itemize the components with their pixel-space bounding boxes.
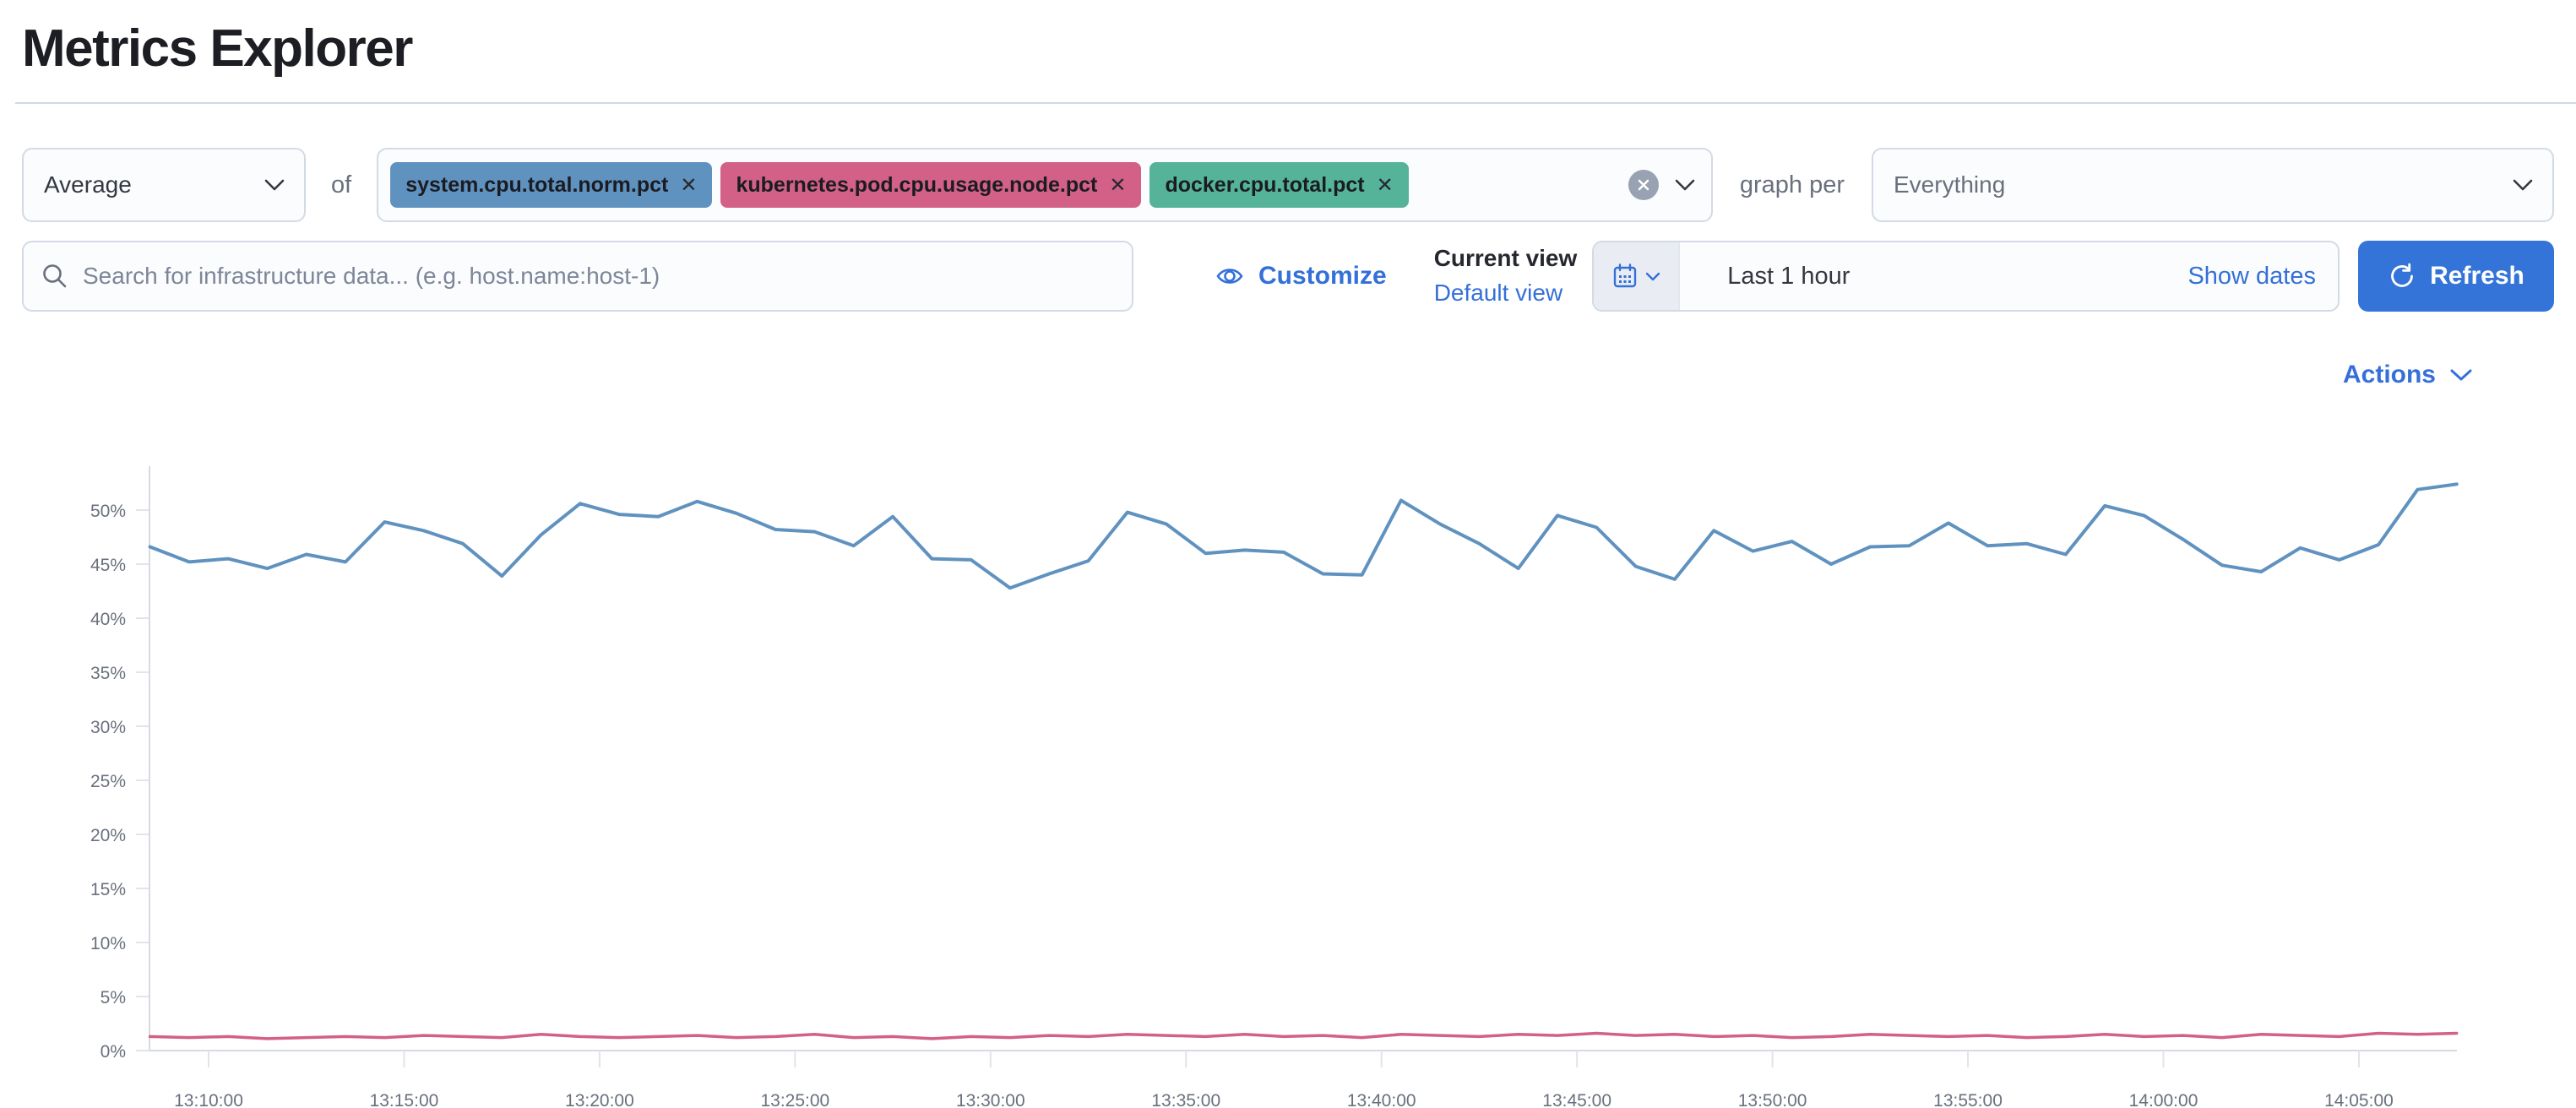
customize-label: Customize [1258,262,1387,290]
x-axis-label: 13:10:00 [174,1091,243,1108]
clear-all-metrics-button[interactable] [1628,170,1659,200]
group-by-select[interactable]: Everything [1872,148,2554,222]
remove-metric-icon[interactable]: ✕ [1376,173,1394,197]
group-by-value: Everything [1894,171,2006,198]
y-axis-label: 15% [90,880,126,899]
chevron-down-icon [1646,272,1660,280]
calendar-icon [1614,263,1637,288]
actions-label: Actions [2342,361,2436,388]
series-line [148,482,2459,590]
show-dates-link[interactable]: Show dates [2187,262,2316,290]
y-axis-label: 5% [101,988,126,1008]
chevron-down-icon [2450,369,2472,381]
metric-pill[interactable]: kubernetes.pod.cpu.usage.node.pct ✕ [720,162,1142,208]
metric-pill-label: system.cpu.total.norm.pct [405,172,669,197]
x-axis-label: 13:45:00 [1542,1091,1611,1108]
y-axis-label: 10% [90,934,126,953]
metric-pill[interactable]: docker.cpu.total.pct ✕ [1149,162,1409,208]
y-axis-label: 25% [90,772,126,791]
customize-button[interactable]: Customize [1215,261,1387,291]
x-axis-label: 14:00:00 [2129,1091,2198,1108]
y-axis-label: 50% [90,502,126,521]
quick-select-button[interactable] [1594,242,1681,310]
header-divider [15,102,2576,104]
y-axis-label: 0% [101,1042,126,1062]
refresh-button[interactable]: Refresh [2358,241,2554,312]
series-line [148,1031,2459,1040]
y-axis-label: 40% [90,610,126,629]
metrics-chart[interactable]: 0% 5% 10% 15% 20% 25% 30% 35% 40% 45% 50% 13:10:00 1… [0,441,2576,1108]
refresh-icon [2391,263,2414,287]
search-icon [43,264,67,288]
x-axis-label: 13:15:00 [370,1091,439,1108]
query-toolbar: Customize Current view Default view La [22,241,2554,312]
y-axis-label: 35% [90,664,126,683]
y-axis-label: 30% [90,718,126,737]
metric-pill[interactable]: system.cpu.total.norm.pct ✕ [390,162,713,208]
chevron-down-icon [2513,179,2533,191]
page-title: Metrics Explorer [22,19,413,78]
clear-x-icon [1638,179,1649,191]
metric-pill-label: docker.cpu.total.pct [1165,172,1365,197]
x-axis-label: 13:20:00 [565,1091,634,1108]
view-switcher: Current view Default view [1434,242,1578,310]
actions-menu-button[interactable]: Actions [2343,361,2473,389]
x-axis-label: 13:35:00 [1151,1091,1220,1108]
date-picker: Last 1 hour Show dates [1592,241,2340,312]
chevron-down-icon [264,179,285,191]
search-input[interactable] [83,263,1115,290]
y-axis-label: 45% [90,556,126,575]
x-axis-label: 13:40:00 [1347,1091,1416,1108]
x-axis-label: 13:50:00 [1738,1091,1807,1108]
remove-metric-icon[interactable]: ✕ [1109,173,1127,197]
x-axis-label: 13:25:00 [760,1091,829,1108]
refresh-label: Refresh [2430,262,2524,290]
date-range-text[interactable]: Last 1 hour [1727,262,1850,290]
aggregation-value: Average [44,171,132,198]
current-view-label: Current view [1433,245,1578,272]
x-axis-label: 13:30:00 [956,1091,1025,1108]
search-field[interactable] [22,241,1133,312]
chevron-down-icon[interactable] [1674,177,1696,193]
metric-pill-label: kubernetes.pod.cpu.usage.node.pct [736,172,1098,197]
graph-per-label: graph per [1739,171,1845,198]
metrics-combobox[interactable]: system.cpu.total.norm.pct ✕ kubernetes.p… [377,148,1713,222]
eye-icon [1216,269,1243,284]
metrics-toolbar: Average of system.cpu.total.norm.pct ✕ k… [22,148,2554,222]
aggregation-select[interactable]: Average [22,148,306,222]
x-axis-label: 14:05:00 [2324,1091,2394,1108]
y-axis-label: 20% [90,826,126,845]
metric-pill-list: system.cpu.total.norm.pct ✕ kubernetes.p… [390,162,1628,208]
remove-metric-icon[interactable]: ✕ [680,173,698,197]
default-view-link[interactable]: Default view [1433,280,1563,306]
x-axis-label: 13:55:00 [1933,1091,2003,1108]
of-label: of [331,171,352,198]
